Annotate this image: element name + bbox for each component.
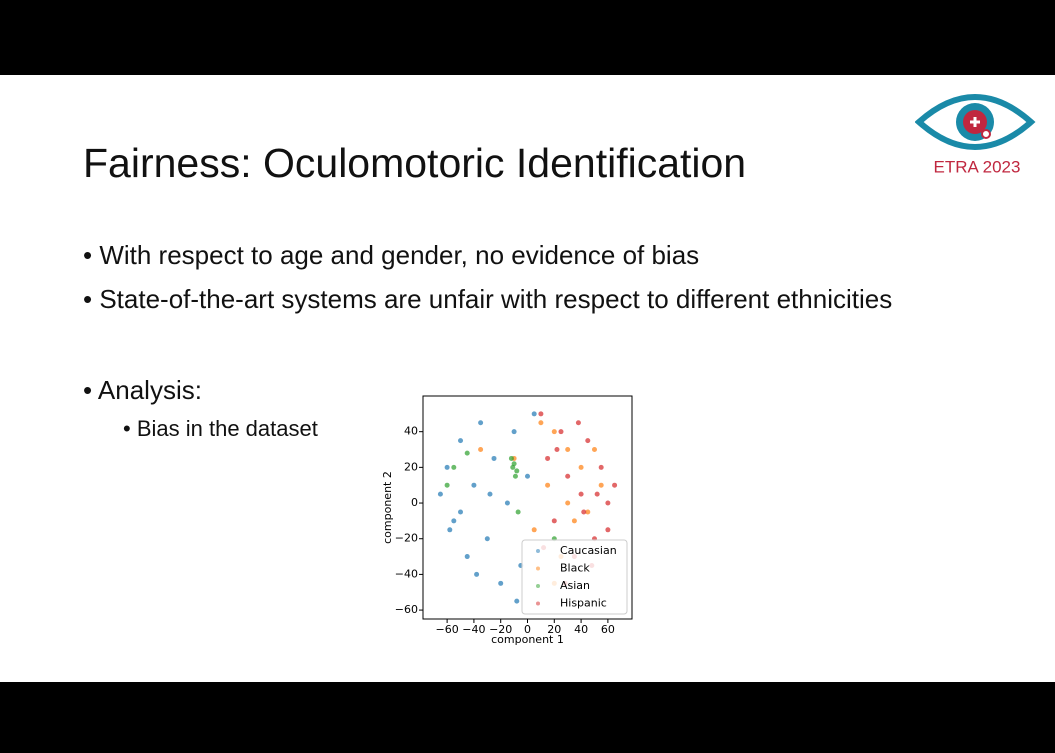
point <box>538 420 544 426</box>
point <box>585 438 591 444</box>
point <box>464 450 470 456</box>
point <box>444 482 450 488</box>
point <box>487 491 493 497</box>
point <box>558 429 564 435</box>
point <box>511 429 517 435</box>
sub-bullet-text: Bias in the dataset <box>136 416 318 441</box>
point <box>451 464 457 470</box>
bullet-text: Analysis: <box>97 375 202 405</box>
legend-marker <box>536 601 540 606</box>
x-tick-label: 40 <box>574 623 588 636</box>
bullet: • Analysis: <box>83 375 202 405</box>
point <box>514 598 520 604</box>
bullet-text: State-of-the-art systems are unfair with… <box>99 284 893 314</box>
point <box>504 500 510 506</box>
point <box>514 468 520 474</box>
y-tick-label: 40 <box>404 425 418 438</box>
x-tick-label: 0 <box>524 623 531 636</box>
y-tick-label: 0 <box>411 496 418 509</box>
point <box>594 491 600 497</box>
point <box>554 447 560 453</box>
legend-label: Caucasian <box>560 544 617 557</box>
point <box>464 554 470 560</box>
point <box>484 536 490 542</box>
bullet: • With respect to age and gender, no evi… <box>83 240 700 270</box>
point <box>585 509 591 515</box>
logo-dot <box>981 129 991 139</box>
y-axis-label: component 2 <box>381 471 394 544</box>
x-axis-label: component 1 <box>491 633 564 646</box>
x-tick-label: 20 <box>547 623 561 636</box>
legend-label: Asian <box>560 579 590 592</box>
point <box>478 420 484 426</box>
point <box>510 464 516 470</box>
point <box>598 482 604 488</box>
point <box>498 580 504 586</box>
logo-eye <box>915 94 1036 150</box>
legend-box <box>521 539 628 615</box>
point <box>491 455 497 461</box>
point <box>531 527 537 533</box>
point <box>551 429 557 435</box>
logo: ETRA 2023 <box>915 94 1036 176</box>
point <box>605 500 611 506</box>
point <box>578 464 584 470</box>
point <box>471 482 477 488</box>
logo-plus <box>970 117 980 127</box>
point <box>515 509 521 515</box>
x-tick-label: 60 <box>601 623 615 636</box>
y-tick-label: −40 <box>395 567 418 580</box>
point <box>571 518 577 524</box>
point <box>591 447 597 453</box>
point <box>447 527 453 533</box>
point <box>478 447 484 453</box>
point <box>508 455 514 461</box>
point <box>551 518 557 524</box>
y-tick-label: −60 <box>395 603 418 616</box>
point <box>612 482 618 488</box>
point <box>458 438 464 444</box>
point <box>512 473 518 479</box>
legend-marker <box>536 584 540 588</box>
point <box>565 500 571 506</box>
point <box>575 420 581 426</box>
y-tick-label: −20 <box>395 532 418 545</box>
bullet-text: With respect to age and gender, no evide… <box>99 240 700 270</box>
point <box>444 464 450 470</box>
point <box>545 455 551 461</box>
point <box>451 518 457 524</box>
point <box>565 447 571 453</box>
point <box>605 527 611 533</box>
point <box>565 473 571 479</box>
legend-label: Hispanic <box>560 597 607 610</box>
slide-title: Fairness: Oculomotoric Identification <box>83 140 747 186</box>
x-tick-label: −20 <box>489 623 512 636</box>
point <box>458 509 464 515</box>
x-tick-label: −60 <box>436 623 459 636</box>
point <box>531 411 537 417</box>
point <box>437 491 443 497</box>
legend-marker <box>536 549 540 553</box>
y-tick-label: 20 <box>404 460 418 473</box>
logo-text: ETRA 2023 <box>934 157 1021 176</box>
point <box>474 571 480 577</box>
x-tick-label: −40 <box>462 623 485 636</box>
bullet: • State-of-the-art systems are unfair wi… <box>83 284 893 314</box>
point <box>525 473 530 479</box>
point <box>581 509 587 515</box>
legend-label: Black <box>560 562 590 575</box>
point <box>538 411 544 417</box>
point <box>578 491 584 497</box>
point <box>545 482 551 488</box>
sub-bullet: • Bias in the dataset <box>123 416 318 441</box>
legend-marker <box>536 566 540 571</box>
point <box>598 464 604 470</box>
